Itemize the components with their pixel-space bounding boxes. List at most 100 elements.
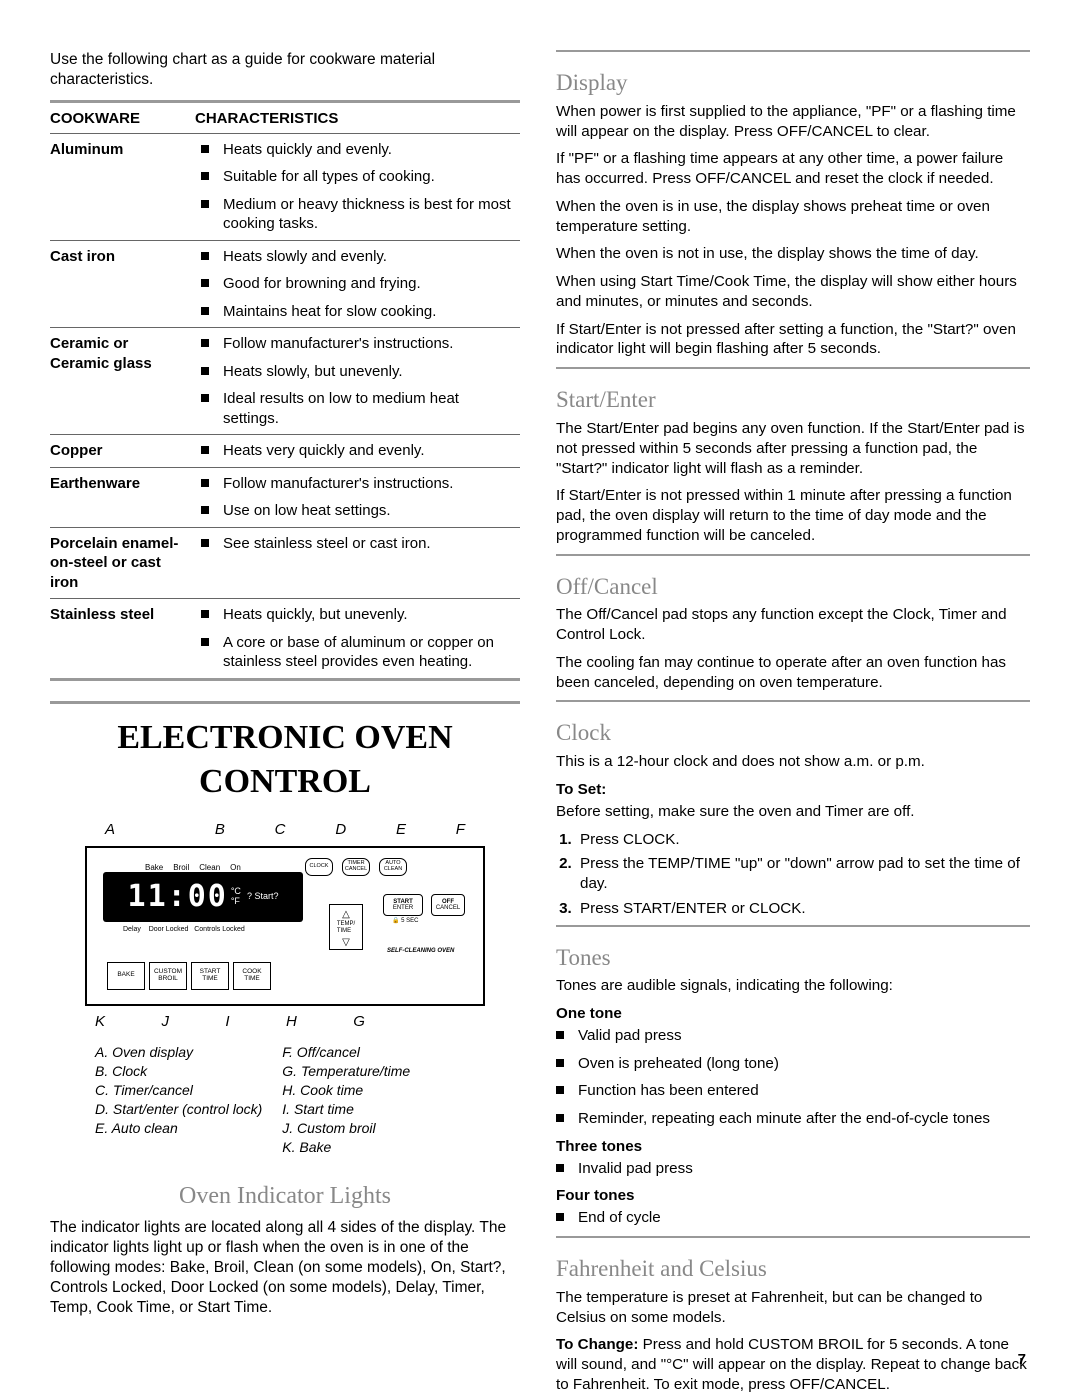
- oven-control-panel: Bake Broil Clean On 11:00 °C°F ? Start? …: [85, 846, 485, 1006]
- to-set-label: To Set:: [556, 780, 1030, 800]
- characteristic-item: See stainless steel or cast iron.: [195, 534, 516, 554]
- bake-button: BAKE: [107, 962, 145, 990]
- cook-time-button: COOK TIME: [233, 962, 271, 990]
- legend-item: F. Off/cancel: [282, 1043, 410, 1062]
- three-tones-list: Invalid pad press: [556, 1159, 1030, 1179]
- callout-c: C: [275, 820, 286, 840]
- lcd-cf: °C°F: [231, 887, 241, 906]
- legend-item: K. Bake: [282, 1138, 410, 1157]
- table-row: EarthenwareFollow manufacturer's instruc…: [50, 467, 520, 527]
- start-enter-heading: Start/Enter: [556, 385, 1030, 415]
- table-row: CopperHeats very quickly and evenly.: [50, 435, 520, 468]
- list-item: Invalid pad press: [556, 1159, 1030, 1179]
- characteristic-item: A core or base of aluminum or copper on …: [195, 633, 516, 672]
- display-p3: When the oven is in use, the display sho…: [556, 197, 1030, 237]
- list-item: Reminder, repeating each minute after th…: [556, 1109, 1030, 1129]
- callout-d: D: [335, 820, 346, 840]
- clock-p2: Before setting, make sure the oven and T…: [556, 802, 1030, 822]
- characteristic-item: Heats slowly and evenly.: [195, 247, 516, 267]
- characteristics-cell: Heats very quickly and evenly.: [195, 435, 520, 468]
- callout-k: K: [95, 1012, 105, 1032]
- characteristic-item: Heats quickly and evenly.: [195, 140, 516, 160]
- material-cell: Copper: [50, 435, 195, 468]
- figure-legend: A. Oven displayB. ClockC. Timer/cancelD.…: [95, 1043, 475, 1156]
- clock-step: Press CLOCK.: [576, 830, 1030, 850]
- delay-row: Delay Door Locked Controls Locked: [123, 925, 245, 934]
- callout-b: B: [215, 820, 225, 840]
- cookware-table: COOKWARE CHARACTERISTICS AluminumHeats q…: [50, 100, 520, 681]
- characteristic-item: Heats slowly, but unevenly.: [195, 362, 516, 382]
- callout-i: I: [225, 1012, 229, 1032]
- characteristics-cell: Follow manufacturer's instructions. Use o…: [195, 467, 520, 527]
- one-tone-label: One tone: [556, 1004, 1030, 1024]
- timer-cancel-button: TIMER CANCEL: [342, 858, 370, 876]
- start-enter-p2: If Start/Enter is not pressed within 1 m…: [556, 486, 1030, 545]
- four-tones-label: Four tones: [556, 1186, 1030, 1206]
- indicator-lights-text: The indicator lights are located along a…: [50, 1218, 520, 1319]
- display-p2: If "PF" or a flashing time appears at an…: [556, 149, 1030, 189]
- clock-steps: Press CLOCK. Press the TEMP/TIME "up" or …: [556, 830, 1030, 919]
- temp-time-button: △TEMP/TIME▽: [329, 904, 363, 950]
- legend-item: G. Temperature/time: [282, 1062, 410, 1081]
- tones-heading: Tones: [556, 943, 1030, 973]
- th-cookware: COOKWARE: [50, 102, 195, 134]
- characteristic-item: Ideal results on low to medium heat sett…: [195, 389, 516, 428]
- callout-e: E: [396, 820, 406, 840]
- display-p6: If Start/Enter is not pressed after sett…: [556, 320, 1030, 360]
- start-time-button: START TIME: [191, 962, 229, 990]
- display-p1: When power is first supplied to the appl…: [556, 102, 1030, 142]
- legend-item: C. Timer/cancel: [95, 1081, 262, 1100]
- legend-item: A. Oven display: [95, 1043, 262, 1062]
- fc-heading: Fahrenheit and Celsius: [556, 1254, 1030, 1284]
- legend-item: I. Start time: [282, 1100, 410, 1119]
- characteristic-item: Follow manufacturer's instructions.: [195, 474, 516, 494]
- page-number: 7: [1018, 1350, 1026, 1370]
- off-cancel-p2: The cooling fan may continue to operate …: [556, 653, 1030, 693]
- four-tones-list: End of cycle: [556, 1208, 1030, 1228]
- callout-g: G: [353, 1012, 365, 1032]
- clock-heading: Clock: [556, 718, 1030, 748]
- off-cancel-heading: Off/Cancel: [556, 572, 1030, 602]
- start-enter-button: STARTENTER: [383, 894, 423, 916]
- material-cell: Ceramic or Ceramic glass: [50, 328, 195, 435]
- off-cancel-p1: The Off/Cancel pad stops any function ex…: [556, 605, 1030, 645]
- characteristics-cell: See stainless steel or cast iron.: [195, 527, 520, 599]
- table-row: AluminumHeats quickly and evenly.Suitabl…: [50, 133, 520, 240]
- th-characteristics: CHARACTERISTICS: [195, 102, 520, 134]
- callout-j: J: [161, 1012, 169, 1032]
- material-cell: Cast iron: [50, 240, 195, 328]
- characteristic-item: Heats quickly, but unevenly.: [195, 605, 516, 625]
- material-cell: Stainless steel: [50, 599, 195, 680]
- characteristics-cell: Heats quickly and evenly. Suitable for al…: [195, 133, 520, 240]
- characteristic-item: Good for browning and frying.: [195, 274, 516, 294]
- off-cancel-button: OFFCANCEL: [431, 894, 465, 916]
- characteristic-item: Maintains heat for slow cooking.: [195, 302, 516, 322]
- list-item: Valid pad press: [556, 1026, 1030, 1046]
- list-item: Function has been entered: [556, 1081, 1030, 1101]
- fc-p2: To Change: Press and hold CUSTOM BROIL f…: [556, 1335, 1030, 1394]
- lcd-time: 11:00: [128, 877, 228, 916]
- characteristic-item: Suitable for all types of cooking.: [195, 167, 516, 187]
- table-row: Ceramic or Ceramic glassFollow manufactu…: [50, 328, 520, 435]
- callout-f: F: [456, 820, 465, 840]
- table-row: Stainless steelHeats quickly, but uneven…: [50, 599, 520, 680]
- custom-broil-button: CUSTOM BROIL: [149, 962, 187, 990]
- display-heading: Display: [556, 68, 1030, 98]
- legend-item: D. Start/enter (control lock): [95, 1100, 262, 1119]
- characteristic-item: Use on low heat settings.: [195, 501, 516, 521]
- material-cell: Earthenware: [50, 467, 195, 527]
- control-panel-figure: A B C D E F Bake Broil Clean On 11:00 °C…: [85, 820, 485, 1156]
- lock-note: 🔒 5 SEC: [392, 918, 418, 926]
- clock-step: Press the TEMP/TIME "up" or "down" arrow…: [576, 854, 1030, 894]
- display-p5: When using Start Time/Cook Time, the dis…: [556, 272, 1030, 312]
- legend-item: E. Auto clean: [95, 1119, 262, 1138]
- callout-a: A: [105, 820, 115, 840]
- characteristic-item: Medium or heavy thickness is best for mo…: [195, 195, 516, 234]
- legend-item: J. Custom broil: [282, 1119, 410, 1138]
- indicator-lights-heading: Oven Indicator Lights: [50, 1181, 520, 1212]
- list-item: Oven is preheated (long tone): [556, 1054, 1030, 1074]
- characteristics-cell: Follow manufacturer's instructions.Heats…: [195, 328, 520, 435]
- legend-item: H. Cook time: [282, 1081, 410, 1100]
- legend-item: B. Clock: [95, 1062, 262, 1081]
- intro-text: Use the following chart as a guide for c…: [50, 50, 520, 90]
